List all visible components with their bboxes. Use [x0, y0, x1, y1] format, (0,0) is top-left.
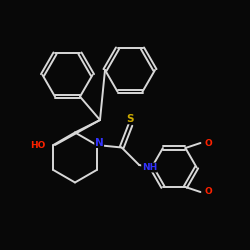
Text: HO: HO	[30, 140, 45, 149]
Text: NH: NH	[142, 163, 157, 172]
Text: S: S	[127, 114, 134, 124]
Text: O: O	[204, 188, 212, 196]
Text: N: N	[95, 138, 104, 147]
Text: O: O	[204, 138, 212, 147]
